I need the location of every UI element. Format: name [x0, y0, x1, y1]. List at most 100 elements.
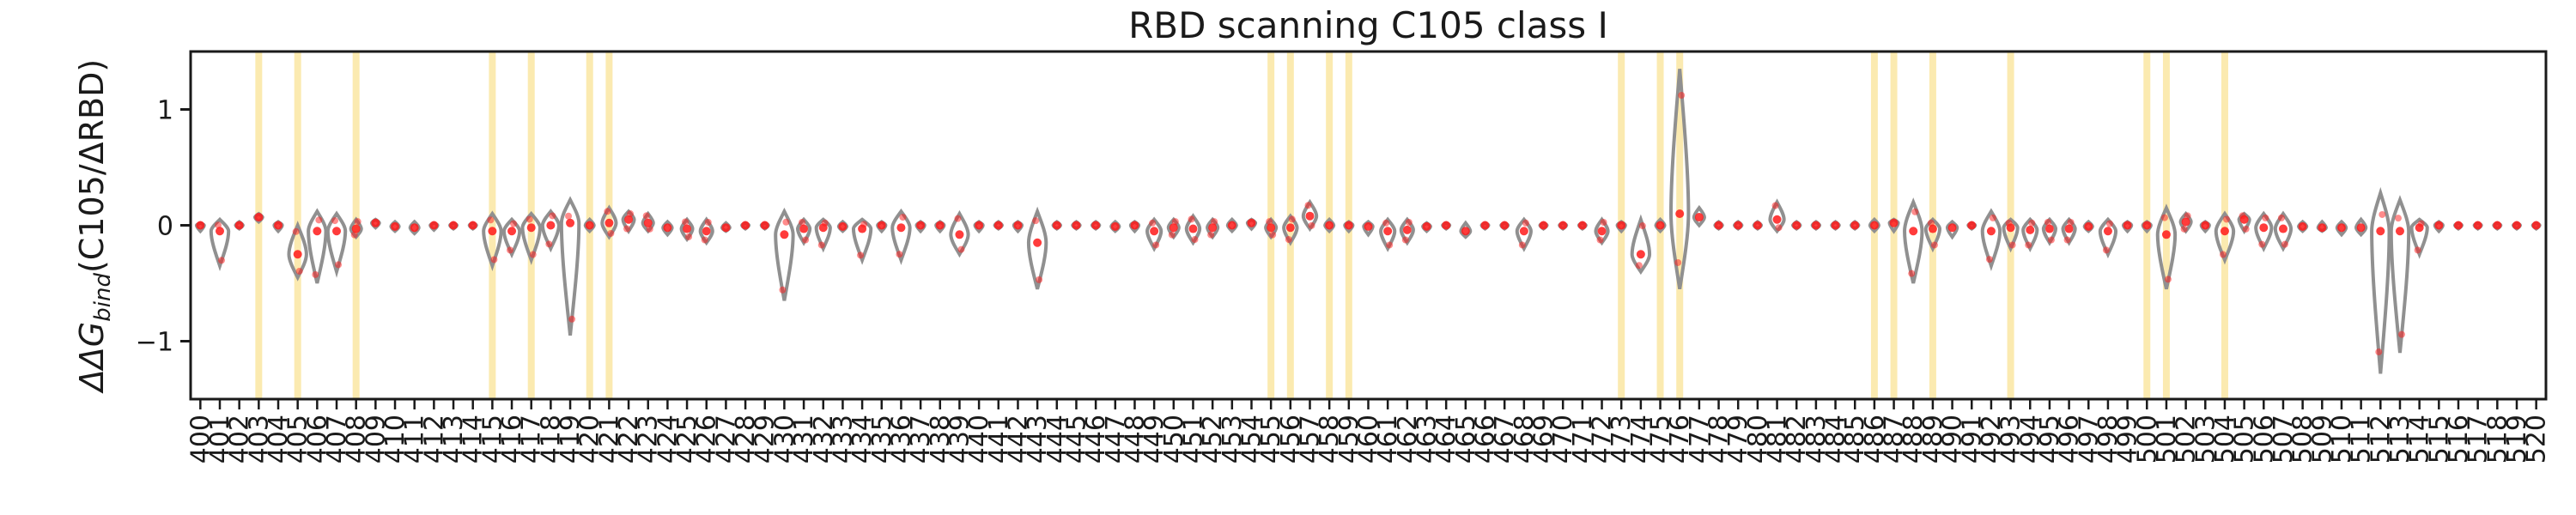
x-tick-label: 420	[575, 415, 605, 464]
point-460	[1364, 221, 1373, 231]
point-437	[916, 221, 926, 230]
x-tick-label: 488	[1899, 415, 1929, 464]
x-tick-label: 463	[1413, 415, 1443, 464]
x-tick-label: 514	[2405, 415, 2435, 464]
violin-514	[2409, 217, 2429, 259]
violin-449	[1145, 216, 1163, 252]
point-422	[624, 215, 634, 224]
point-489	[1928, 224, 1937, 233]
x-tick-label: 460	[1354, 415, 1384, 464]
x-tick-label: 484	[1821, 415, 1851, 464]
point-423	[643, 218, 653, 227]
point-468	[1519, 227, 1528, 236]
point-high-501	[2160, 214, 2168, 221]
x-tick-label: 501	[2152, 415, 2182, 464]
x-tick-label: 467	[1490, 415, 1520, 464]
point-402	[234, 221, 244, 230]
x-tick-label: 503	[2190, 415, 2221, 464]
x-tick-label: 409	[361, 415, 391, 464]
x-tick-label: 418	[536, 415, 566, 464]
x-tick-label: 401	[205, 415, 235, 464]
point-420	[585, 221, 594, 230]
x-tick-label: 516	[2444, 415, 2474, 464]
x-tick-label: 412	[419, 415, 449, 464]
point-low-419	[568, 315, 576, 323]
x-axis-ticks: 4004014024034044054064074084094104114124…	[185, 399, 2552, 464]
x-tick-label: 424	[653, 415, 683, 464]
point-507	[2278, 224, 2287, 233]
x-tick-label: 430	[769, 415, 799, 464]
point-519	[2512, 221, 2521, 230]
point-511	[2356, 223, 2366, 233]
point-500	[2142, 221, 2152, 230]
point-454	[1247, 218, 1256, 227]
point-409	[371, 218, 380, 227]
violin-489	[1923, 216, 1942, 253]
point-high-481	[1771, 202, 1779, 209]
violin-461	[1379, 216, 1397, 252]
point-high-417	[526, 215, 533, 223]
x-tick-label: 494	[2015, 415, 2045, 464]
point-high-474	[1638, 222, 1646, 230]
y-tick-label: 1	[157, 96, 173, 126]
x-tick-label: 457	[1295, 415, 1325, 464]
point-high-406	[315, 216, 323, 224]
point-427	[721, 223, 731, 233]
x-tick-label: 434	[848, 415, 878, 464]
x-tick-label: 414	[459, 415, 489, 464]
point-400	[196, 221, 205, 230]
point-high-452	[1211, 218, 1218, 226]
point-508	[2298, 221, 2307, 231]
x-tick-label: 458	[1315, 415, 1345, 464]
violin-415	[482, 210, 503, 272]
point-484	[1831, 221, 1840, 230]
point-low-492	[1985, 256, 1993, 264]
point-low-512	[2375, 348, 2383, 356]
violin-498	[2098, 216, 2118, 259]
point-436	[896, 223, 906, 233]
point-low-426	[701, 236, 708, 244]
point-418	[546, 221, 556, 230]
x-tick-label: 462	[1393, 415, 1423, 464]
x-tick-label: 447	[1101, 415, 1131, 464]
violin-468	[1515, 216, 1533, 252]
x-tick-label: 454	[1236, 415, 1267, 464]
x-tick-label: 520	[2522, 415, 2552, 464]
x-tick-label: 437	[906, 415, 936, 464]
point-low-439	[957, 245, 965, 253]
point-high-495	[2044, 218, 2051, 226]
violin-418	[540, 209, 561, 253]
violin-507	[2273, 210, 2293, 252]
x-tick-label: 433	[828, 415, 858, 464]
x-tick-label: 475	[1646, 415, 1676, 464]
point-407	[332, 227, 342, 236]
point-low-494	[2025, 241, 2032, 249]
x-tick-label: 508	[2288, 415, 2318, 464]
x-tick-label: 481	[1763, 415, 1793, 464]
point-446	[1091, 221, 1101, 230]
point-high-416	[510, 220, 518, 227]
point-503	[2201, 221, 2210, 230]
point-high-462	[1405, 218, 1413, 226]
violin-476	[1669, 69, 1691, 290]
point-high-436	[899, 214, 907, 221]
point-low-456	[1285, 236, 1292, 244]
y-tick-label: 0	[157, 212, 173, 242]
point-488	[1909, 227, 1918, 236]
point-high-514	[2417, 220, 2425, 227]
x-tick-label: 450	[1159, 415, 1189, 464]
x-tick-label: 448	[1120, 415, 1150, 464]
point-458	[1325, 221, 1334, 230]
point-473	[1617, 221, 1626, 230]
x-tick-label: 492	[1977, 415, 2007, 464]
point-421	[605, 218, 614, 227]
violin-456	[1282, 213, 1299, 246]
x-tick-label: 416	[497, 415, 527, 464]
violin-488	[1903, 197, 1924, 284]
point-429	[760, 221, 769, 230]
x-tick-label: 499	[2113, 415, 2143, 464]
x-tick-label: 478	[1704, 415, 1735, 464]
x-tick-label: 456	[1276, 415, 1306, 464]
point-high-405	[292, 227, 300, 235]
